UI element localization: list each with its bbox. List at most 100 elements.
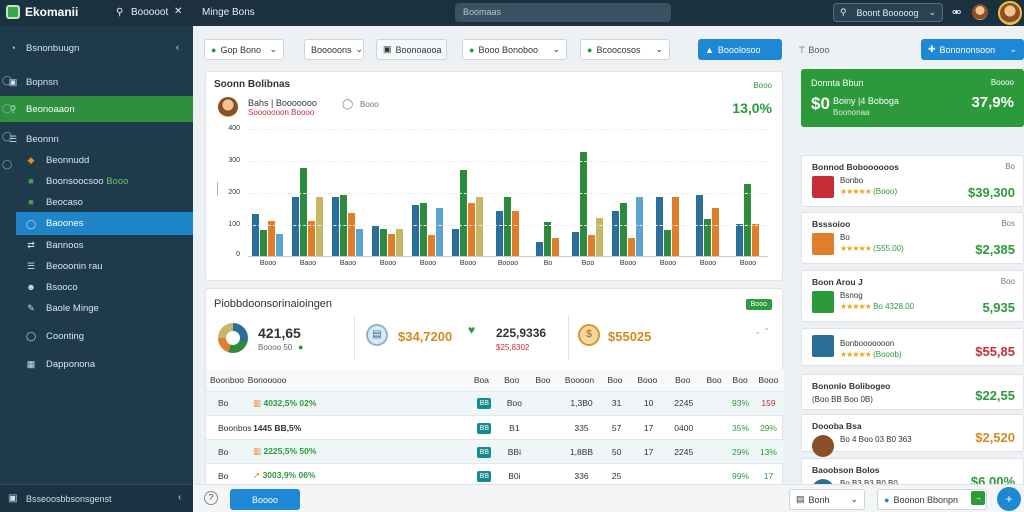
chart-bar[interactable] (588, 235, 595, 256)
column-header[interactable]: Booo (629, 369, 665, 392)
chart-bar[interactable] (704, 219, 711, 256)
chart-bar[interactable] (348, 212, 355, 256)
chart-bar[interactable] (396, 228, 403, 256)
chart-bar[interactable] (460, 169, 467, 256)
nav-arrows-icon[interactable]: ⌄ ⌃ (754, 327, 770, 336)
row-tag[interactable]: BB (477, 398, 492, 410)
column-header[interactable]: Boonboo (206, 369, 248, 392)
chart-bar[interactable] (504, 196, 511, 256)
table-row[interactable]: Bo ▥ 2225,5% 50% BB BBi 1,8BB 50 17 2245 29% 13% (206, 439, 784, 464)
chart-bar[interactable] (536, 241, 543, 256)
chart-bar[interactable] (252, 214, 259, 256)
column-header[interactable]: Boooon (558, 369, 601, 392)
sidebar-item-2[interactable]: ⚲ Beonoaaon (0, 96, 193, 122)
table-row[interactable]: Bo ➚ 3003,9% 06% BB B0i 336 25 99% 17 (206, 463, 784, 488)
chart-bar[interactable] (388, 233, 395, 256)
chart-bar[interactable] (308, 220, 315, 256)
sidebar-item-11[interactable]: ✎ Baole Minge (16, 297, 193, 319)
chart-bar[interactable] (744, 184, 751, 256)
chart-bar[interactable] (436, 208, 443, 256)
chart-bar[interactable] (620, 203, 627, 256)
table-row[interactable]: Bo ▥ 4032,5% 02% BB Boo 1,3B0 31 10 2245 93% 159 (206, 391, 784, 416)
action-button[interactable]: ▲ Booolosoo (698, 39, 782, 60)
sidebar-item-13[interactable]: ▦ Dapponona (16, 353, 193, 375)
sidebar-item-4[interactable]: ◆ Beonnudd (16, 149, 193, 171)
chart-bar[interactable] (752, 224, 759, 256)
chart-bar[interactable] (672, 196, 679, 256)
user-small-avatar[interactable] (972, 4, 988, 20)
footer-select[interactable]: ▤ Bonh ⌄ (789, 489, 865, 510)
go-icon[interactable]: → (971, 491, 985, 505)
sidebar-item-8[interactable]: ⇄ Bannoos (16, 234, 193, 256)
filter-dropdown-1[interactable]: ● Gop Bono ⌄ (204, 39, 284, 60)
row-tag[interactable]: BB (477, 470, 492, 482)
filter-dropdown-5[interactable]: ● Bcoocosos ⌄ (580, 39, 670, 60)
chart-bar[interactable] (428, 235, 435, 256)
chart-bar[interactable] (636, 196, 643, 256)
footer-button[interactable]: Boooo (230, 489, 300, 510)
column-header[interactable]: Boo (600, 369, 630, 392)
chart-bar[interactable] (628, 238, 635, 256)
product-card[interactable]: Bonnod Boboooooos Bo Bonbo ★★★★★ (Booo) $39,… (801, 155, 1024, 207)
perf-badge[interactable]: Booo (745, 299, 772, 310)
sidebar-item-7[interactable]: ◯ Baoones (16, 212, 193, 235)
filter-dropdown-4[interactable]: ● Booo Bonoboo ⌄ (462, 39, 567, 60)
column-header[interactable]: Boo (727, 369, 753, 392)
product-card[interactable]: Bsssoioo Bos Bo ★★★★★ (S55.00) $2,385 (801, 212, 1024, 264)
chart-bar[interactable] (276, 233, 283, 256)
chart-bar[interactable] (380, 228, 387, 256)
chart-bar[interactable] (332, 196, 339, 256)
column-header[interactable]: Boa (466, 369, 497, 392)
top-tab-1[interactable]: Booooot (131, 7, 169, 18)
sidebar-item-6[interactable]: ■ Beocaso (16, 191, 193, 213)
sidebar-item-12[interactable]: ◯ Coonting (16, 325, 193, 347)
column-header[interactable]: Boo (665, 369, 701, 392)
fab-plus-icon[interactable]: + (997, 487, 1021, 511)
chart-bar[interactable] (736, 224, 743, 256)
sidebar-item-1[interactable]: ▣ Bopnsn (0, 71, 193, 93)
chart-bar[interactable] (356, 228, 363, 256)
chart-bar[interactable] (712, 208, 719, 256)
filter-dropdown-3[interactable]: ▣ Boonoaooa (376, 39, 447, 60)
bell-icon[interactable]: ⚮ (952, 7, 962, 19)
sidebar-item-9[interactable]: ☰ Beooonin rau (16, 255, 193, 277)
chart-bar[interactable] (412, 204, 419, 256)
user-menu[interactable]: ⚲ Boont Booooog ⌄ (833, 3, 943, 22)
chart-bar[interactable] (612, 211, 619, 256)
filter-dropdown-2[interactable]: Booooons ⌄ (304, 39, 364, 60)
user-avatar[interactable] (998, 1, 1022, 25)
chart-bar[interactable] (476, 196, 483, 256)
row-tag[interactable]: BB (477, 422, 492, 434)
sales-badge[interactable]: Booo (753, 81, 772, 90)
chart-bar[interactable] (420, 203, 427, 256)
sidebar-item-0[interactable]: ◔ Bsnonbuugn ‹ (0, 37, 193, 59)
help-icon[interactable]: ? (204, 491, 218, 505)
column-header[interactable]: Boo (496, 369, 528, 392)
column-header[interactable]: Booo (752, 369, 784, 392)
chart-bar[interactable] (596, 217, 603, 256)
chart-bar[interactable] (372, 225, 379, 256)
chart-bar[interactable] (580, 152, 587, 256)
column-header[interactable]: Bonooooo (247, 369, 467, 392)
chart-bar[interactable] (544, 222, 551, 256)
product-card[interactable]: Boon Arou J Boo Bsnog ★★★★★ Bo 4328.00 5,935 (801, 270, 1024, 322)
product-card[interactable]: Bononlo Bolibogeo (Boo BB Boo 0B) $22,55 (801, 374, 1024, 410)
chart-bar[interactable] (300, 168, 307, 256)
chart-bar[interactable] (656, 196, 663, 256)
chart-bar[interactable] (572, 232, 579, 256)
summary-badge[interactable]: Boooo (990, 78, 1014, 87)
chart-bar[interactable] (316, 196, 323, 256)
chart-bar[interactable] (468, 203, 475, 256)
column-header[interactable]: Boo (700, 369, 728, 392)
close-icon[interactable]: ✕ (174, 6, 183, 17)
sidebar-item-5[interactable]: ■ Boonsoocsoo Booo (16, 170, 193, 192)
top-tab-2[interactable]: Minge Bons (202, 7, 255, 18)
sidebar-item-3[interactable]: ☰ Beonnn (0, 128, 193, 150)
column-header[interactable]: Boo (527, 369, 559, 392)
primary-dropdown-button[interactable]: ✚ Bonononsoon ⌄ (921, 39, 1024, 60)
chart-bar[interactable] (452, 228, 459, 256)
chart-bar[interactable] (260, 230, 267, 256)
table-row[interactable]: Boonbos 1445 BB,5% BB B1 335 57 17 0400 35% 29% (206, 415, 784, 440)
search-input[interactable]: Boomaas (455, 3, 671, 22)
chart-bar[interactable] (664, 230, 671, 256)
